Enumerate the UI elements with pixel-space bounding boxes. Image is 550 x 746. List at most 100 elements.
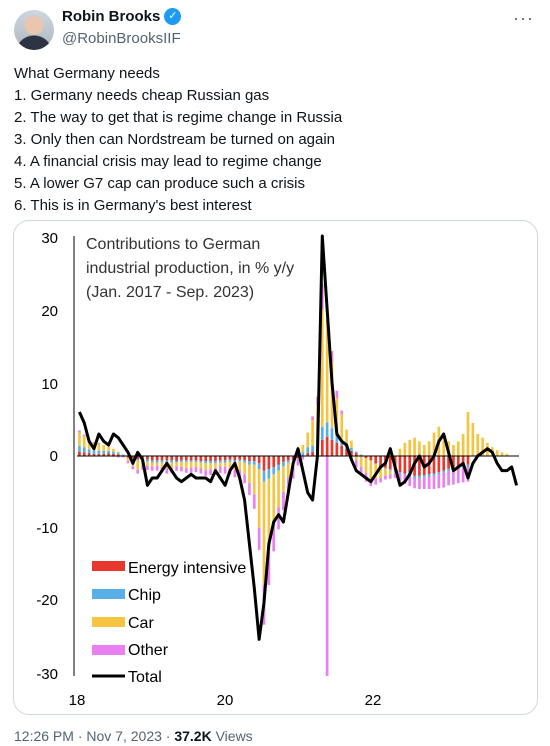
legend-label: Other — [128, 642, 169, 659]
tweet-line: 4. A financial crisis may lead to regime… — [14, 153, 322, 170]
bar-segment — [364, 458, 368, 473]
bar-segment — [214, 463, 217, 469]
bar-segment — [248, 456, 251, 462]
bar-segment — [340, 410, 344, 415]
bar-segment — [78, 451, 81, 456]
author-handle[interactable]: @RobinBrooksIIF — [62, 30, 181, 47]
bar-segment — [136, 469, 140, 474]
bar-segment — [150, 466, 154, 471]
bar-segment — [223, 460, 227, 463]
bar-segment — [403, 456, 407, 474]
bar-segment — [107, 446, 110, 451]
bar-segment — [384, 475, 387, 480]
bar-segment — [170, 456, 174, 461]
bar-segment — [218, 460, 222, 463]
bar-segment — [243, 456, 246, 461]
total-line — [78, 234, 519, 641]
bar-segment — [184, 460, 188, 462]
y-tick-label: 30 — [41, 230, 58, 247]
bar-segment — [228, 461, 232, 468]
bar-segment — [107, 453, 110, 456]
legend-swatch-other — [92, 645, 125, 655]
bar-segment — [136, 456, 140, 459]
bar-segment — [175, 456, 178, 462]
bar-segment — [330, 439, 334, 456]
bar-segment — [345, 448, 348, 456]
chart-image[interactable]: 30 20 10 0 -10 -20 -30 18 20 22 Contribu… — [13, 220, 538, 715]
bar-segment — [233, 456, 237, 461]
bar-segment — [350, 440, 353, 448]
bar-segment — [102, 450, 106, 454]
bar-segment — [78, 430, 81, 433]
bar-segment — [461, 467, 465, 483]
tweet-date[interactable]: Nov 7, 2023 — [86, 728, 162, 744]
bar-segment — [379, 456, 382, 467]
bar-segment — [116, 451, 120, 454]
bar-segment — [102, 453, 106, 456]
bar-segment — [82, 434, 86, 437]
bar-segment — [320, 426, 324, 440]
bar-segment — [291, 467, 295, 479]
separator-dot: · — [161, 728, 175, 744]
bar-segment — [126, 456, 130, 458]
bar-segment — [257, 456, 261, 464]
separator-dot: · — [73, 728, 87, 744]
bar-segment — [262, 456, 266, 471]
bar-segment — [466, 456, 470, 465]
bar-segment — [170, 460, 174, 463]
bar-segment — [78, 432, 81, 446]
bar-segment — [248, 461, 251, 465]
bar-segment — [282, 466, 285, 492]
bar-segment — [311, 420, 314, 446]
bar-segment — [82, 436, 86, 448]
avatar[interactable] — [14, 10, 54, 50]
tweet-time[interactable]: 12:26 PM — [14, 728, 74, 744]
bar-segment — [184, 461, 188, 469]
bar-segment — [184, 468, 188, 473]
bar-segment — [432, 473, 436, 476]
bar-segment — [388, 470, 392, 475]
tweet-line: 5. A lower G7 cap can produce such a cri… — [14, 175, 305, 192]
bar-segment — [311, 451, 314, 456]
bar-segment — [408, 439, 412, 456]
bar-segment — [82, 452, 86, 456]
bar-segment — [146, 459, 149, 462]
x-tick-label: 18 — [69, 692, 86, 709]
bar-segment — [272, 467, 276, 475]
bar-segment — [398, 473, 402, 481]
bar-segment — [481, 437, 484, 456]
bar-segment — [165, 468, 169, 474]
bar-segment — [209, 461, 212, 464]
bar-segment — [116, 453, 120, 455]
bar-segment — [126, 461, 130, 464]
bar-segment — [286, 462, 290, 478]
bar-segment — [413, 475, 416, 478]
bar-segment — [243, 474, 246, 484]
views-label: Views — [211, 728, 253, 744]
bar-segment — [325, 422, 329, 437]
views-count[interactable]: 37.2K — [174, 728, 212, 744]
tweet-footer: 12:26 PM · Nov 7, 2023 · 37.2K Views — [14, 728, 253, 744]
bar-segment — [427, 441, 431, 456]
bar-segment — [452, 456, 455, 468]
bar-segment — [374, 463, 378, 465]
bar-segment — [388, 474, 392, 479]
bar-segment — [194, 467, 198, 473]
bar-segment — [160, 462, 164, 467]
bar-segment — [121, 456, 125, 458]
bar-segment — [311, 445, 314, 452]
bar-segment — [97, 443, 101, 451]
tweet-line: 2. The way to get that is regime change … — [14, 109, 343, 126]
more-dots-icon[interactable]: ··· — [513, 8, 534, 28]
bar-segment — [87, 449, 91, 454]
bar-segment — [248, 483, 251, 495]
bar-segment — [252, 461, 256, 465]
bar-segment — [286, 460, 290, 463]
bar-segment — [165, 460, 169, 463]
author-name[interactable]: Robin Brooks — [62, 8, 161, 25]
bar-segment — [78, 445, 81, 452]
bar-segment — [204, 456, 208, 462]
bar-segment — [447, 470, 450, 486]
bar-segment — [262, 470, 266, 482]
bar-segment — [418, 456, 421, 476]
